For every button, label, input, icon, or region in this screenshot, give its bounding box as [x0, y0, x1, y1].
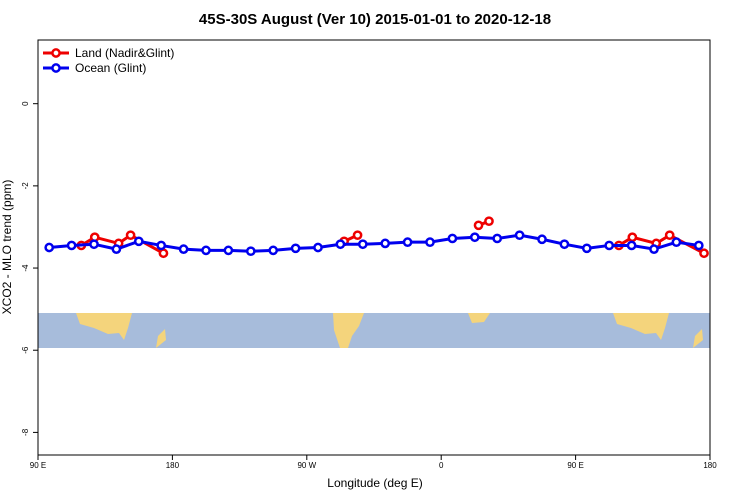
y-tick-label: -8 — [21, 428, 30, 436]
point — [604, 240, 615, 251]
point — [335, 239, 346, 250]
map-strip — [38, 313, 710, 348]
point — [89, 239, 99, 250]
point — [671, 237, 682, 248]
legend-marker — [51, 63, 61, 73]
x-tick-label: 0 — [439, 461, 444, 470]
legend-marker — [51, 48, 61, 58]
point — [245, 246, 256, 257]
point — [514, 230, 525, 241]
y-axis-label: XCO2 - MLO trend (ppm) — [0, 180, 14, 315]
y-tick-label: -2 — [21, 182, 30, 190]
point — [201, 245, 211, 256]
point — [380, 238, 391, 249]
x-tick-label: 90 W — [297, 461, 316, 470]
x-tick-label: 90 E — [567, 461, 583, 470]
point — [627, 232, 638, 243]
point — [626, 240, 637, 251]
point — [352, 230, 363, 241]
x-tick-label: 180 — [166, 461, 180, 470]
point — [268, 245, 279, 256]
series-line — [49, 233, 700, 253]
point — [469, 232, 480, 243]
point — [223, 245, 234, 256]
point — [156, 240, 167, 251]
point — [664, 230, 675, 241]
point — [125, 230, 136, 241]
x-tick-label: 90 E — [30, 461, 46, 470]
point — [402, 237, 413, 248]
point — [649, 244, 659, 254]
point — [290, 243, 301, 254]
y-tick-label: 0 — [21, 101, 30, 106]
x-axis-label: Longitude (deg E) — [327, 476, 422, 490]
point — [133, 236, 144, 247]
point — [357, 239, 368, 250]
point — [559, 239, 570, 250]
point — [178, 244, 189, 254]
legend-label: Land (Nadir&Glint) — [75, 46, 174, 60]
point — [158, 248, 169, 259]
legend-label: Ocean (Glint) — [75, 61, 146, 75]
point — [425, 237, 435, 248]
point — [44, 242, 55, 253]
point — [313, 242, 323, 253]
chart-title: 45S-30S August (Ver 10) 2015-01-01 to 20… — [199, 11, 551, 28]
point — [581, 243, 592, 254]
point — [537, 234, 547, 245]
point — [492, 233, 503, 244]
y-tick-label: -4 — [21, 264, 30, 272]
point — [693, 240, 704, 251]
point — [473, 220, 484, 231]
plot-frame — [37, 39, 711, 456]
point — [699, 248, 709, 259]
y-tick-label: -6 — [21, 346, 30, 354]
point — [484, 216, 494, 227]
point — [66, 240, 77, 251]
x-tick-label: 180 — [703, 461, 717, 470]
point — [111, 244, 122, 254]
point — [447, 233, 458, 244]
